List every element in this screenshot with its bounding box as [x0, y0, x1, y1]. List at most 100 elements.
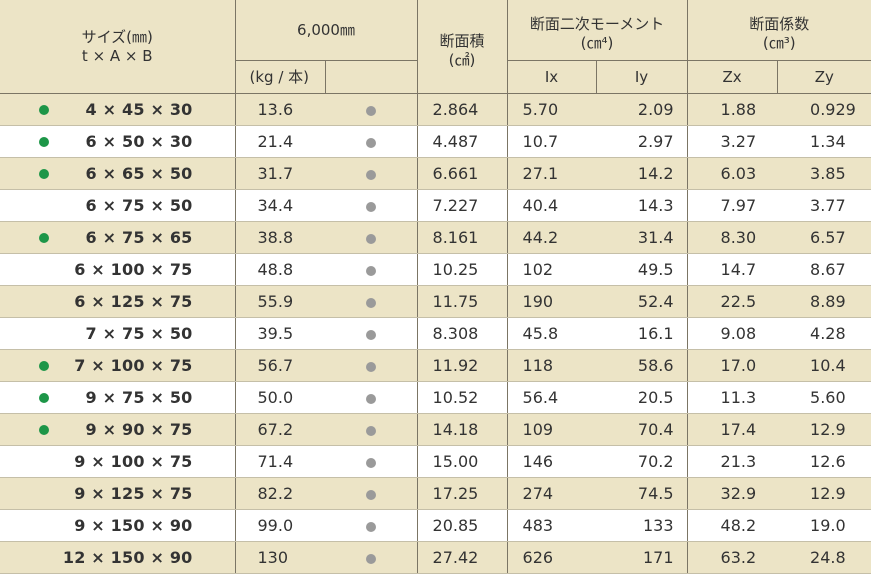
zx-value: 8.30 [687, 221, 778, 254]
size-value: 6 × 50 × 30 [85, 132, 193, 151]
size-cell: 9 × 100 × 75 [0, 445, 236, 478]
zy-value: 4.28 [777, 317, 871, 350]
availability-dot-icon [365, 265, 376, 276]
iy-value: 133 [596, 509, 688, 542]
availability-dot-icon [365, 201, 376, 212]
header-size-label: サイズ(㎜) [81, 27, 153, 46]
weight-value: 130 [235, 541, 325, 574]
size-cell: 6 × 75 × 65 [0, 221, 236, 254]
weight-value: 82.2 [235, 477, 325, 510]
stock-dot-icon [39, 392, 49, 403]
zx-value: 7.97 [687, 189, 778, 222]
iy-value: 58.6 [596, 349, 688, 382]
table-row: 6 × 100 × 75 48.8 10.25 102 49.5 14.7 8.67 [0, 253, 871, 286]
table-row: 9 × 125 × 75 82.2 17.25 274 74.5 32.9 12.9 [0, 477, 871, 510]
weight-value: 48.8 [235, 253, 325, 286]
zy-value: 0.929 [777, 93, 871, 126]
area-value: 14.18 [417, 413, 508, 446]
zy-value: 8.67 [777, 253, 871, 286]
size-value: 9 × 100 × 75 [74, 452, 193, 471]
size-cell: 7 × 75 × 50 [0, 317, 236, 350]
area-value: 11.92 [417, 349, 508, 382]
zx-value: 3.27 [687, 125, 778, 158]
zy-value: 8.89 [777, 285, 871, 318]
availability-cell [325, 445, 418, 478]
area-value: 17.25 [417, 477, 508, 510]
zx-value: 11.3 [687, 381, 778, 414]
iy-value: 20.5 [596, 381, 688, 414]
weight-value: 34.4 [235, 189, 325, 222]
iy-value: 70.2 [596, 445, 688, 478]
size-cell: 9 × 125 × 75 [0, 477, 236, 510]
size-value: 6 × 75 × 65 [85, 228, 193, 247]
table-row: 12 × 150 × 90 130 27.42 626 171 63.2 24.8 [0, 541, 871, 574]
table-row: 6 × 75 × 50 34.4 7.227 40.4 14.3 7.97 3.77 [0, 189, 871, 222]
weight-value: 38.8 [235, 221, 325, 254]
zx-value: 14.7 [687, 253, 778, 286]
availability-dot-icon [365, 169, 376, 180]
size-cell: 9 × 75 × 50 [0, 381, 236, 414]
availability-dot-icon [365, 137, 376, 148]
zx-value: 17.0 [687, 349, 778, 382]
zy-value: 12.9 [777, 477, 871, 510]
area-value: 10.52 [417, 381, 508, 414]
zy-value: 5.60 [777, 381, 871, 414]
zx-value: 6.03 [687, 157, 778, 190]
availability-cell [325, 253, 418, 286]
weight-value: 50.0 [235, 381, 325, 414]
table-row: 6 × 65 × 50 31.7 6.661 27.1 14.2 6.03 3.85 [0, 157, 871, 190]
header-zx: Zx [687, 60, 778, 94]
header-modulus-unit: (㎝³) [762, 34, 796, 52]
size-cell: 12 × 150 × 90 [0, 541, 236, 574]
ix-value: 146 [507, 445, 597, 478]
iy-value: 31.4 [596, 221, 688, 254]
iy-value: 2.09 [596, 93, 688, 126]
availability-dot-icon [365, 329, 376, 340]
table-row: 7 × 75 × 50 39.5 8.308 45.8 16.1 9.08 4.28 [0, 317, 871, 350]
weight-value: 21.4 [235, 125, 325, 158]
table-body: 4 × 45 × 30 13.6 2.864 5.70 2.09 1.88 0.929 6 ×… [0, 93, 871, 574]
availability-dot-icon [365, 489, 376, 500]
header-modulus: 断面係数 (㎝³) [687, 0, 871, 61]
availability-dot-icon [365, 233, 376, 244]
header-unit-weight: (kg / 本) [235, 60, 326, 94]
ix-value: 274 [507, 477, 597, 510]
table-row: 9 × 90 × 75 67.2 14.18 109 70.4 17.4 12.9 [0, 413, 871, 446]
iy-value: 171 [596, 541, 688, 574]
table-row: 9 × 75 × 50 50.0 10.52 56.4 20.5 11.3 5.60 [0, 381, 871, 414]
size-value: 6 × 75 × 50 [85, 196, 193, 215]
weight-value: 13.6 [235, 93, 325, 126]
zx-value: 32.9 [687, 477, 778, 510]
availability-cell [325, 413, 418, 446]
zx-value: 22.5 [687, 285, 778, 318]
availability-cell [325, 381, 418, 414]
zx-value: 17.4 [687, 413, 778, 446]
area-value: 8.161 [417, 221, 508, 254]
zy-value: 19.0 [777, 509, 871, 542]
zx-value: 1.88 [687, 93, 778, 126]
iy-value: 74.5 [596, 477, 688, 510]
area-value: 27.42 [417, 541, 508, 574]
size-cell: 6 × 125 × 75 [0, 285, 236, 318]
availability-cell [325, 93, 418, 126]
ix-value: 102 [507, 253, 597, 286]
header-area-label: 断面積 [439, 31, 485, 50]
weight-value: 99.0 [235, 509, 325, 542]
header-length: 6,000㎜ [235, 0, 418, 61]
header-moment-label: 断面二次モーメント [529, 15, 665, 33]
area-value: 4.487 [417, 125, 508, 158]
availability-cell [325, 221, 418, 254]
ix-value: 626 [507, 541, 597, 574]
ix-value: 190 [507, 285, 597, 318]
area-value: 10.25 [417, 253, 508, 286]
area-value: 7.227 [417, 189, 508, 222]
ix-value: 45.8 [507, 317, 597, 350]
availability-cell [325, 285, 418, 318]
ix-value: 483 [507, 509, 597, 542]
area-value: 2.864 [417, 93, 508, 126]
header-area-unit: (㎠) [448, 50, 476, 69]
weight-value: 56.7 [235, 349, 325, 382]
zy-value: 1.34 [777, 125, 871, 158]
size-value: 9 × 125 × 75 [74, 484, 193, 503]
